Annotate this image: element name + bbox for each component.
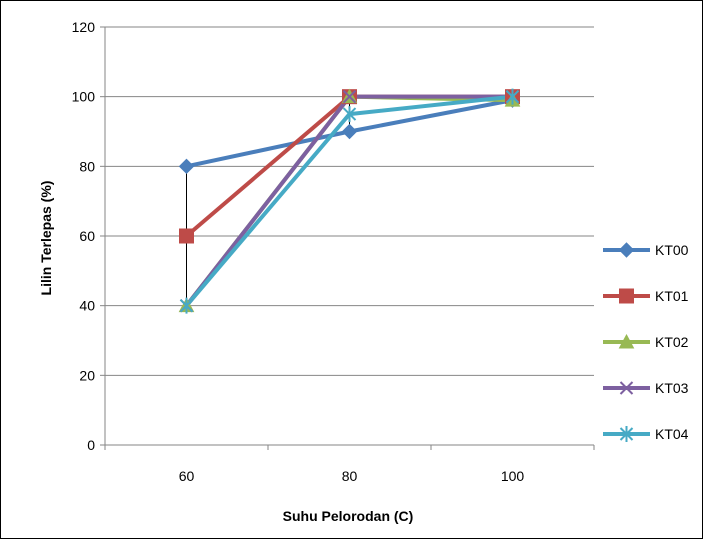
y-tick-label: 60 — [79, 228, 95, 244]
legend-item-kt01: KT01 — [603, 288, 689, 304]
data-point-kt04 — [505, 88, 520, 105]
y-axis-title: Lilin Terlepas (%) — [38, 181, 54, 296]
y-tick-label: 100 — [72, 89, 96, 105]
legend-label: KT04 — [655, 426, 689, 442]
data-point-kt00 — [178, 158, 195, 175]
y-tick-label: 0 — [87, 437, 95, 453]
legend-marker — [619, 381, 634, 395]
x-tick-label: 80 — [342, 468, 358, 484]
legend-item-kt03: KT03 — [603, 380, 689, 396]
legend-label: KT01 — [655, 288, 689, 304]
data-point-kt00 — [341, 123, 358, 140]
data-point-kt04 — [342, 106, 357, 123]
x-tick-label: 60 — [179, 468, 195, 484]
y-tick-label: 120 — [72, 19, 96, 35]
legend-item-kt04: KT04 — [603, 426, 689, 442]
y-tick-label: 40 — [79, 298, 95, 314]
data-point-kt01 — [179, 228, 194, 244]
legend-label: KT03 — [655, 380, 689, 396]
y-tick-label: 20 — [79, 367, 95, 383]
legend-label: KT02 — [655, 334, 689, 350]
data-point-kt03 — [342, 89, 357, 104]
legend-item-kt02: KT02 — [603, 333, 689, 350]
legend-marker — [619, 426, 634, 442]
axes — [100, 26, 595, 450]
legend-item-kt00: KT00 — [603, 242, 689, 258]
legend-marker — [619, 288, 634, 304]
y-tick-label: 80 — [79, 158, 95, 174]
legend-marker — [618, 333, 635, 349]
x-tick-label: 100 — [501, 468, 525, 484]
data-point-kt04 — [179, 297, 194, 314]
grid-lines — [105, 26, 594, 376]
tick-labels: 0 20 40 60 80 100 120 60 80 100 — [72, 19, 525, 484]
legend-marker — [618, 242, 635, 258]
series-markers — [178, 88, 521, 314]
legend-label: KT00 — [655, 242, 689, 258]
x-axis-title: Suhu Pelorodan (C) — [283, 508, 414, 524]
legend: KT00 KT01 KT02 KT03 KT04 — [603, 242, 689, 442]
